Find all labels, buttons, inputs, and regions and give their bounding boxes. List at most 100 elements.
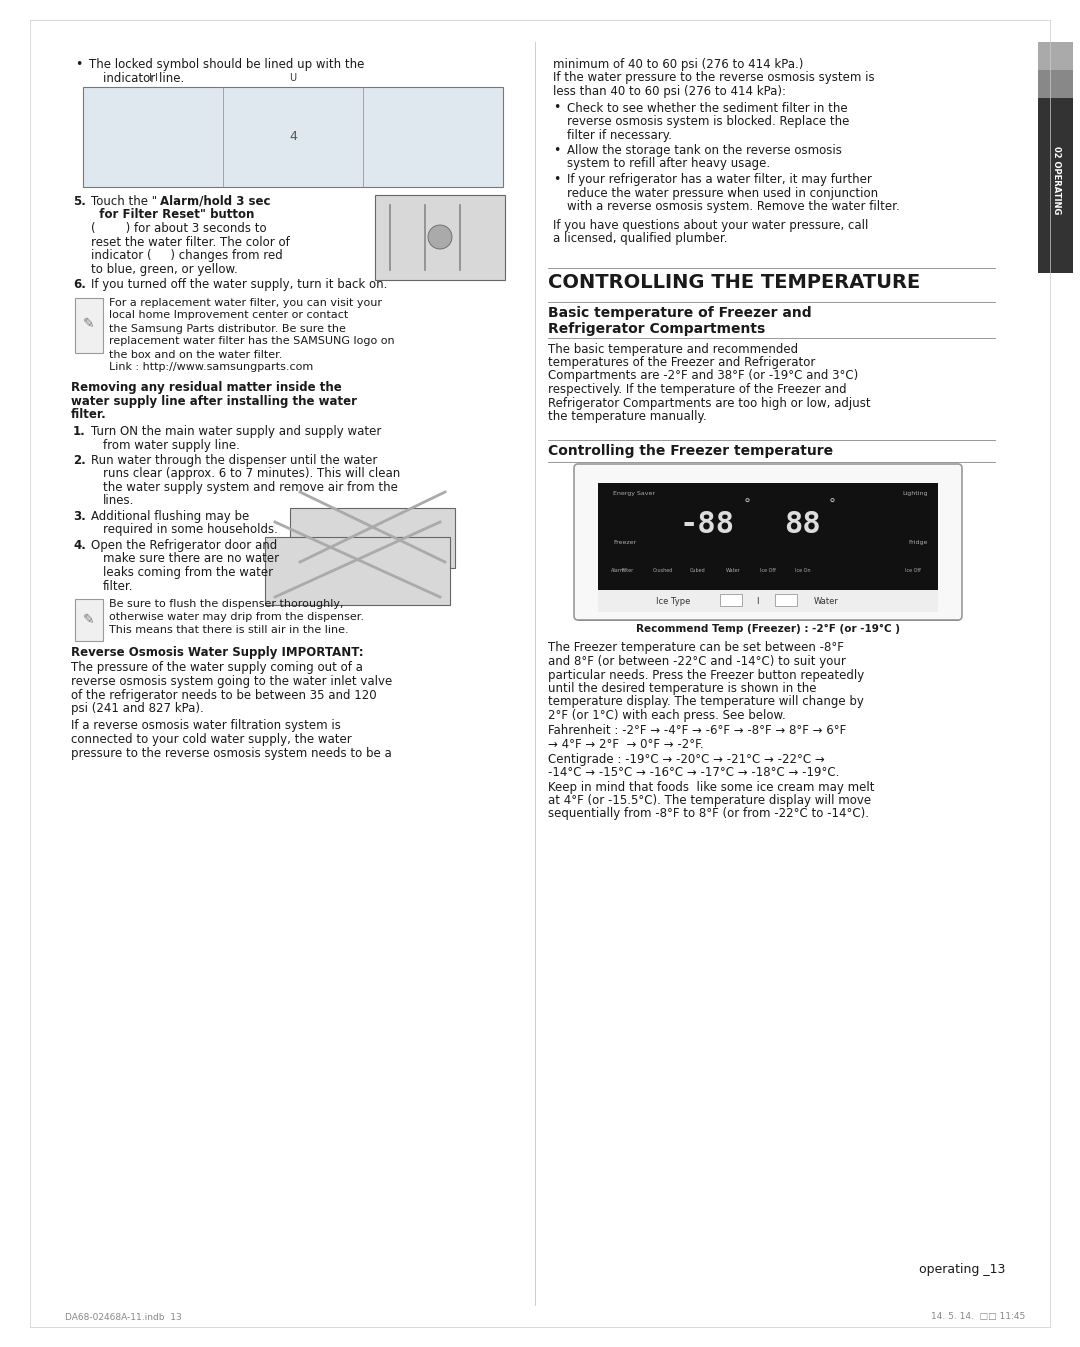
Text: Compartments are -2°F and 38°F (or -19°C and 3°C): Compartments are -2°F and 38°F (or -19°C… (548, 369, 859, 383)
Text: the water supply system and remove air from the: the water supply system and remove air f… (103, 481, 397, 494)
Text: -14°C → -15°C → -16°C → -17°C → -18°C → -19°C.: -14°C → -15°C → -16°C → -17°C → -18°C → … (548, 766, 839, 779)
Text: °: ° (829, 497, 836, 512)
Text: filter if necessary.: filter if necessary. (567, 128, 672, 141)
Text: and 8°F (or between -22°C and -14°C) to suit your: and 8°F (or between -22°C and -14°C) to … (548, 655, 846, 668)
Text: otherwise water may drip from the dispenser.: otherwise water may drip from the dispen… (109, 612, 364, 622)
Text: •: • (553, 101, 561, 114)
Text: reverse osmosis system going to the water inlet valve: reverse osmosis system going to the wate… (71, 675, 392, 688)
Text: CONTROLLING THE TEMPERATURE: CONTROLLING THE TEMPERATURE (548, 273, 920, 292)
Text: connected to your cold water supply, the water: connected to your cold water supply, the… (71, 733, 352, 746)
Text: ✎: ✎ (83, 613, 95, 626)
Text: Turn ON the main water supply and supply water: Turn ON the main water supply and supply… (91, 426, 381, 438)
Bar (598, 590, 939, 612)
Circle shape (428, 225, 453, 249)
Text: Energy Saver: Energy Saver (613, 492, 654, 496)
Text: operating _13: operating _13 (919, 1263, 1005, 1277)
Text: Filter: Filter (622, 568, 634, 574)
Text: This means that there is still air in the line.: This means that there is still air in th… (109, 625, 349, 634)
Text: runs clear (approx. 6 to 7 minutes). This will clean: runs clear (approx. 6 to 7 minutes). Thi… (103, 467, 401, 481)
Text: Refrigerator Compartments are too high or low, adjust: Refrigerator Compartments are too high o… (548, 396, 870, 409)
Text: required in some households.: required in some households. (103, 524, 278, 536)
Text: Alarm: Alarm (610, 568, 625, 574)
Text: lines.: lines. (103, 494, 134, 508)
Text: Ice On: Ice On (795, 568, 811, 574)
Bar (265, 537, 450, 605)
Bar (375, 195, 505, 280)
Text: temperatures of the Freezer and Refrigerator: temperatures of the Freezer and Refriger… (548, 356, 815, 369)
Text: the box and on the water filter.: the box and on the water filter. (109, 349, 282, 360)
Text: temperature display. The temperature will change by: temperature display. The temperature wil… (548, 695, 864, 709)
Text: Water: Water (813, 597, 838, 606)
Text: replacement water filter has the SAMSUNG logo on: replacement water filter has the SAMSUNG… (109, 337, 394, 346)
Text: 6.: 6. (73, 277, 86, 291)
Text: Reverse Osmosis Water Supply IMPORTANT:: Reverse Osmosis Water Supply IMPORTANT: (71, 647, 364, 659)
Text: less than 40 to 60 psi (276 to 414 kPa):: less than 40 to 60 psi (276 to 414 kPa): (553, 85, 786, 98)
Text: water supply line after installing the water: water supply line after installing the w… (71, 395, 357, 408)
Text: 14. 5. 14.  □□ 11:45: 14. 5. 14. □□ 11:45 (931, 1312, 1025, 1321)
Text: Ice Off: Ice Off (760, 568, 775, 574)
Text: 5.: 5. (73, 195, 86, 207)
Text: Alarm/hold 3 sec: Alarm/hold 3 sec (160, 195, 270, 207)
Text: Water: Water (726, 568, 741, 574)
Text: the temperature manually.: the temperature manually. (548, 409, 706, 423)
Text: I: I (757, 597, 759, 606)
Text: Additional flushing may be: Additional flushing may be (91, 511, 249, 523)
Text: The pressure of the water supply coming out of a: The pressure of the water supply coming … (71, 661, 363, 675)
Text: If you have questions about your water pressure, call: If you have questions about your water p… (553, 218, 868, 232)
Bar (720, 594, 742, 606)
Text: Refrigerator Compartments: Refrigerator Compartments (548, 322, 766, 335)
Text: respectively. If the temperature of the Freezer and: respectively. If the temperature of the … (548, 383, 847, 396)
Text: Centigrade : -19°C → -20°C → -21°C → -22°C →: Centigrade : -19°C → -20°C → -21°C → -22… (548, 753, 825, 765)
Text: reduce the water pressure when used in conjunction: reduce the water pressure when used in c… (567, 186, 878, 199)
Bar (1038, 98, 1074, 273)
Text: reset the water filter. The color of: reset the water filter. The color of (91, 236, 289, 248)
Text: particular needs. Press the Freezer button repeatedly: particular needs. Press the Freezer butt… (548, 668, 864, 682)
Text: •: • (553, 172, 561, 186)
Text: Link : http://www.samsungparts.com: Link : http://www.samsungparts.com (109, 362, 313, 373)
Text: If the water pressure to the reverse osmosis system is: If the water pressure to the reverse osm… (553, 71, 875, 85)
Text: pressure to the reverse osmosis system needs to be a: pressure to the reverse osmosis system n… (71, 746, 392, 760)
Text: a licensed, qualified plumber.: a licensed, qualified plumber. (553, 232, 728, 245)
Text: 1.: 1. (73, 426, 85, 438)
Text: °: ° (744, 497, 751, 512)
Text: ✎: ✎ (83, 318, 95, 331)
Text: The basic temperature and recommended: The basic temperature and recommended (548, 342, 798, 356)
Bar (774, 594, 797, 606)
Text: with a reverse osmosis system. Remove the water filter.: with a reverse osmosis system. Remove th… (567, 199, 900, 213)
Text: 2.: 2. (73, 454, 85, 467)
FancyBboxPatch shape (573, 463, 962, 620)
Text: local home Improvement center or contact: local home Improvement center or contact (109, 311, 348, 321)
Text: → 4°F → 2°F  → 0°F → -2°F.: → 4°F → 2°F → 0°F → -2°F. (548, 738, 704, 752)
Text: 4.: 4. (73, 539, 86, 552)
Text: 2°F (or 1°C) with each press. See below.: 2°F (or 1°C) with each press. See below. (548, 709, 786, 722)
Text: Basic temperature of Freezer and: Basic temperature of Freezer and (548, 307, 812, 321)
Text: Open the Refrigerator door and: Open the Refrigerator door and (91, 539, 278, 552)
Text: at 4°F (or -15.5°C). The temperature display will move: at 4°F (or -15.5°C). The temperature dis… (548, 793, 872, 807)
Text: For a replacement water filter, you can visit your: For a replacement water filter, you can … (109, 298, 382, 307)
Text: The locked symbol should be lined up with the: The locked symbol should be lined up wit… (89, 58, 364, 71)
Text: Ice Off: Ice Off (905, 568, 921, 574)
Text: reverse osmosis system is blocked. Replace the: reverse osmosis system is blocked. Repla… (567, 114, 849, 128)
Text: psi (241 and 827 kPa).: psi (241 and 827 kPa). (71, 702, 204, 715)
Text: Fridge: Fridge (908, 540, 928, 546)
Text: Ice Type: Ice Type (656, 597, 690, 606)
Text: Fahrenheit : -2°F → -4°F → -6°F → -8°F → 8°F → 6°F: Fahrenheit : -2°F → -4°F → -6°F → -8°F →… (548, 725, 847, 738)
Text: DA68-02468A-11.indb  13: DA68-02468A-11.indb 13 (65, 1312, 181, 1321)
Bar (75, 599, 103, 641)
Bar (291, 508, 455, 568)
Text: until the desired temperature is shown in the: until the desired temperature is shown i… (548, 682, 816, 695)
Text: leaks coming from the water: leaks coming from the water (103, 566, 273, 579)
Text: If your refrigerator has a water filter, it may further: If your refrigerator has a water filter,… (567, 172, 872, 186)
Text: The Freezer temperature can be set between -8°F: The Freezer temperature can be set betwe… (548, 641, 843, 655)
Text: Crushed: Crushed (652, 568, 673, 574)
Text: the Samsung Parts distributor. Be sure the: the Samsung Parts distributor. Be sure t… (109, 323, 346, 334)
Text: I I: I I (149, 73, 158, 84)
Text: Run water through the dispenser until the water: Run water through the dispenser until th… (91, 454, 377, 467)
Text: Freezer: Freezer (613, 540, 636, 546)
Text: 4: 4 (289, 131, 297, 144)
Text: •: • (75, 58, 82, 71)
Bar (1038, 70, 1074, 98)
Text: Check to see whether the sediment filter in the: Check to see whether the sediment filter… (567, 101, 848, 114)
Bar (75, 298, 103, 353)
Text: make sure there are no water: make sure there are no water (103, 552, 279, 566)
